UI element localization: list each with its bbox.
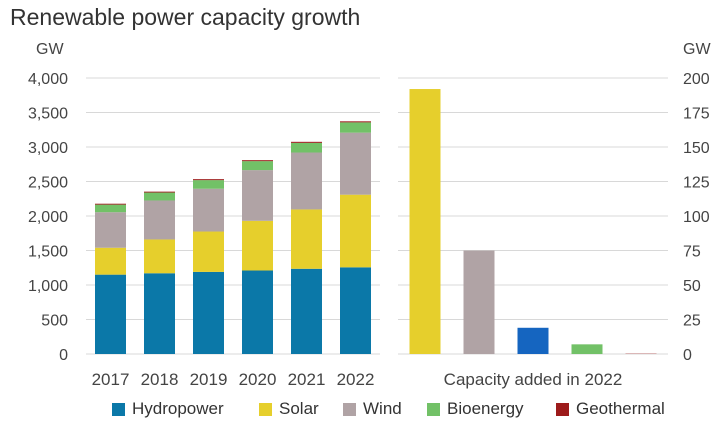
chart-legend: Hydropower Solar Wind Bioenergy Geothermal: [0, 399, 720, 425]
legend-swatch: [112, 402, 125, 416]
y-tick-left: 1,000: [28, 278, 68, 295]
y-tick-left: 0: [59, 347, 68, 364]
added-bar-bioenergy: [571, 344, 603, 354]
y-tick-left: 500: [41, 313, 68, 330]
x-axis-label-right: Capacity added in 2022: [444, 370, 623, 389]
bar-wind-2017: [95, 212, 126, 248]
legend-swatch: [427, 402, 440, 416]
bar-bioenergy-2017: [95, 204, 126, 213]
bar-solar-2021: [291, 209, 322, 269]
bar-bioenergy-2021: [291, 142, 322, 153]
legend-item-wind: Wind: [343, 399, 402, 419]
bar-bioenergy-2018: [144, 192, 175, 201]
legend-label: Hydropower: [132, 399, 224, 418]
bar-geothermal-2021: [291, 141, 322, 143]
x-tick-label: 2019: [190, 370, 228, 389]
y-tick-left: 3,500: [28, 106, 68, 123]
bar-wind-2019: [193, 188, 224, 232]
bar-hydropower-2021: [291, 268, 322, 354]
x-tick-label: 2020: [239, 370, 277, 389]
chart-canvas: 0 0 500 25 1,000 50 1,500 75 2,000 100 2,500 125 3,0…: [28, 41, 711, 389]
bar-solar-2020: [242, 220, 273, 271]
added-bar-wind: [463, 250, 495, 354]
bar-bioenergy-2020: [242, 161, 273, 171]
legend-item-solar: Solar: [259, 399, 319, 419]
legend-label: Geothermal: [576, 399, 665, 418]
legend-item-hydropower: Hydropower: [112, 399, 224, 419]
y-unit-right: GW: [683, 41, 711, 58]
chart-title: Renewable power capacity growth: [10, 4, 361, 30]
bar-solar-2017: [95, 247, 126, 275]
added-bar-solar: [409, 89, 441, 354]
bar-solar-2019: [193, 231, 224, 272]
bar-bioenergy-2022: [340, 122, 371, 133]
y-tick-left: 2,000: [28, 209, 68, 226]
y-tick-right: 100: [683, 209, 710, 226]
bar-geothermal-2019: [193, 179, 224, 181]
y-tick-right: 200: [683, 71, 710, 88]
legend-label: Solar: [279, 399, 319, 418]
x-tick-label: 2021: [288, 370, 326, 389]
y-tick-right: 50: [683, 278, 701, 295]
bar-wind-2020: [242, 170, 273, 221]
y-tick-left: 2,500: [28, 175, 68, 192]
y-tick-left: 1,500: [28, 244, 68, 261]
y-tick-left: 4,000: [28, 71, 68, 88]
bar-hydropower-2022: [340, 267, 371, 354]
bar-hydropower-2019: [193, 271, 224, 354]
legend-swatch: [556, 402, 569, 416]
bar-hydropower-2018: [144, 273, 175, 354]
bar-geothermal-2018: [144, 191, 175, 193]
bar-solar-2022: [340, 194, 371, 268]
bar-geothermal-2022: [340, 121, 371, 123]
bar-bioenergy-2019: [193, 180, 224, 189]
legend-label: Bioenergy: [447, 399, 524, 418]
y-tick-left: 3,000: [28, 140, 68, 157]
bar-hydropower-2017: [95, 274, 126, 354]
y-tick-right: 25: [683, 313, 701, 330]
legend-swatch: [343, 402, 356, 416]
x-tick-label: 2018: [141, 370, 179, 389]
bar-geothermal-2017: [95, 203, 126, 205]
legend-item-bioenergy: Bioenergy: [427, 399, 524, 419]
y-tick-right: 75: [683, 244, 701, 261]
y-tick-right: 175: [683, 106, 710, 123]
bar-hydropower-2020: [242, 270, 273, 354]
bar-wind-2022: [340, 132, 371, 195]
x-tick-label: 2017: [92, 370, 130, 389]
y-tick-right: 125: [683, 175, 710, 192]
bar-solar-2018: [144, 239, 175, 274]
y-tick-right: 150: [683, 140, 710, 157]
bar-wind-2021: [291, 152, 322, 210]
legend-label: Wind: [363, 399, 402, 418]
legend-swatch: [259, 402, 272, 416]
bar-wind-2018: [144, 200, 175, 240]
y-unit-left: GW: [36, 41, 64, 58]
added-bar-hydropower: [517, 327, 549, 354]
bar-geothermal-2020: [242, 160, 273, 162]
x-tick-label: 2022: [337, 370, 375, 389]
legend-item-geothermal: Geothermal: [556, 399, 665, 419]
y-tick-right: 0: [683, 347, 692, 364]
